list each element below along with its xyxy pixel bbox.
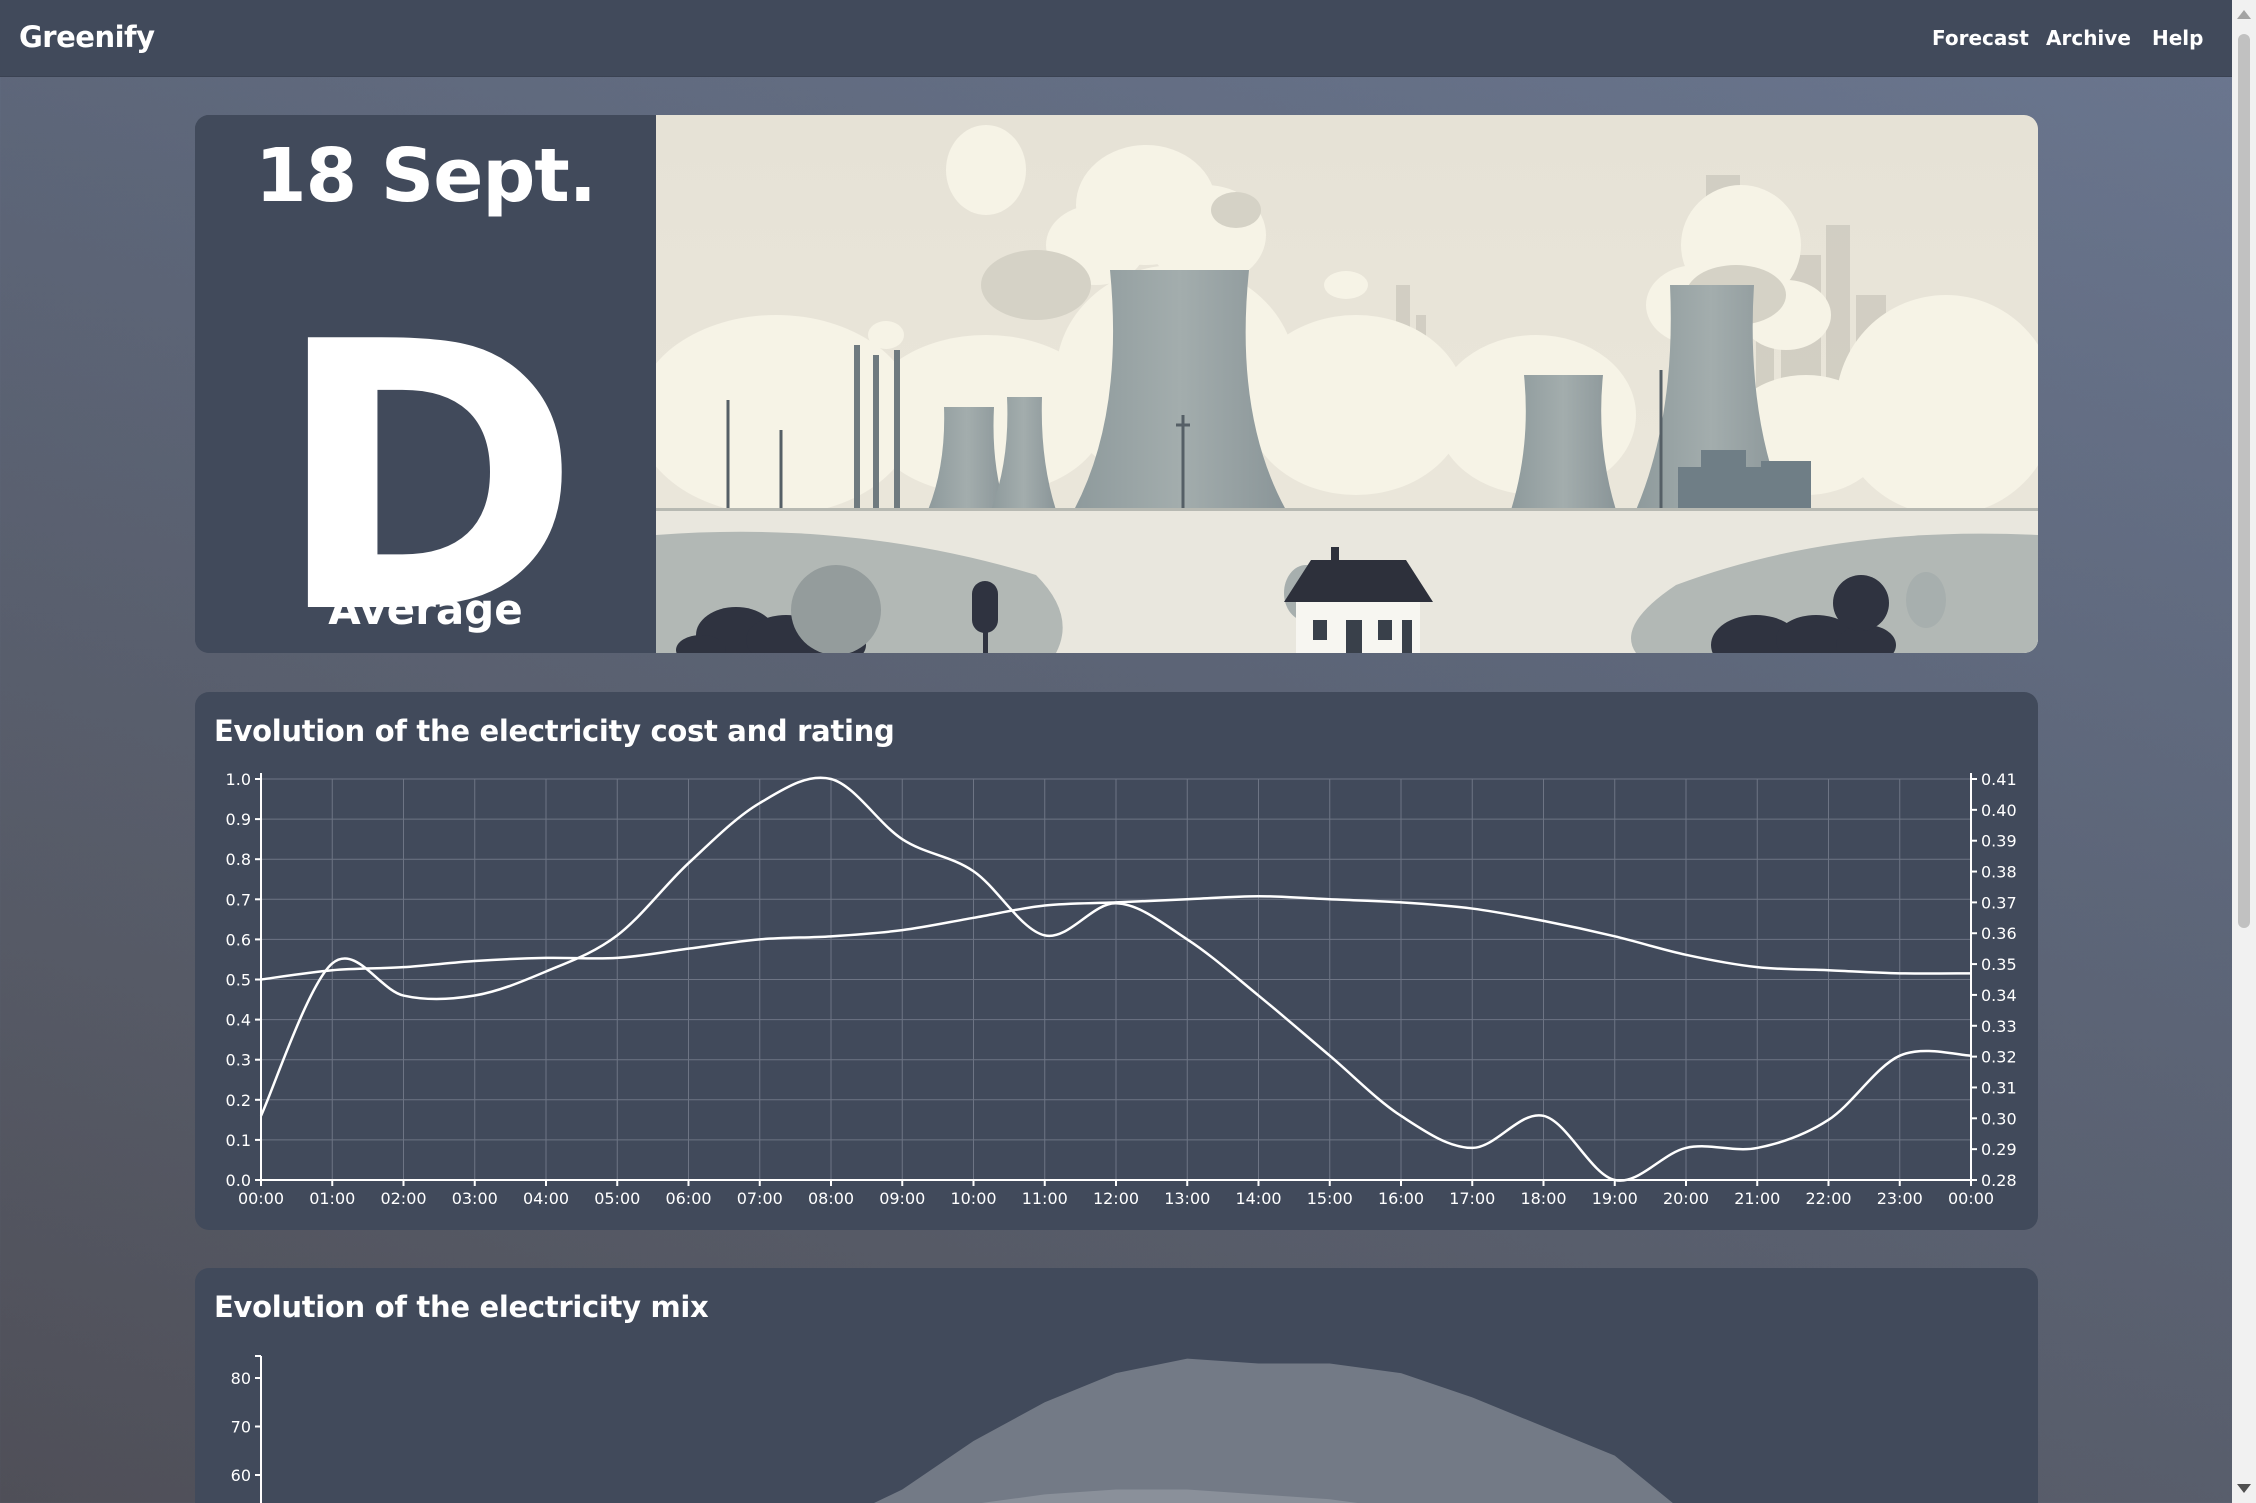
x-tick-label: 07:00: [737, 1189, 783, 1208]
x-tick-label: 00:00: [238, 1189, 284, 1208]
x-tick-label: 01:00: [309, 1189, 355, 1208]
y-right-tick-label: 0.36: [1981, 924, 2017, 943]
y-right-tick-label: 0.39: [1981, 832, 2017, 851]
y-left-tick-label: 0.2: [226, 1091, 251, 1110]
y-right-tick-label: 0.41: [1981, 770, 2017, 789]
cost-rating-line-chart: 0.0 0.1 0.2 0.3 0.4 0.5 0.6 0.7 0.8 0.9 1.0 0.28 0.2…: [226, 770, 2017, 1208]
y-left-tick-label: 0.1: [226, 1131, 251, 1150]
nav-link-archive[interactable]: Archive: [2046, 26, 2131, 50]
y-right-tick-label: 0.28: [1981, 1171, 2017, 1190]
x-tick-label: 13:00: [1164, 1189, 1210, 1208]
cost-rating-chart-card: Evolution of the electricity cost and ra…: [195, 692, 2038, 1230]
rating-label: Average: [328, 585, 523, 634]
y-right-tick-label: 0.40: [1981, 801, 2017, 820]
forecast-date: 18 Sept.: [255, 133, 597, 219]
y-right-tick-label: 0.35: [1981, 955, 2017, 974]
y-right-tick-label: 0.29: [1981, 1140, 2017, 1159]
cost-rating-chart-title: Evolution of the electricity cost and ra…: [214, 714, 895, 748]
mix-area-series: [981, 1489, 1358, 1503]
x-tick-label: 05:00: [594, 1189, 640, 1208]
rating-series-line: [259, 776, 1972, 1182]
x-tick-label: 18:00: [1520, 1189, 1566, 1208]
y-right-tick-label: 0.32: [1981, 1048, 2017, 1067]
brand-logo[interactable]: Greenify: [19, 20, 155, 54]
x-tick-label: 04:00: [523, 1189, 569, 1208]
y-right-tick-label: 0.37: [1981, 893, 2017, 912]
x-tick-label: 02:00: [380, 1189, 426, 1208]
x-tick-label: 15:00: [1307, 1189, 1353, 1208]
daily-rating-hero: 18 Sept. D Average: [195, 115, 2038, 653]
y-left-tick-label: 0.7: [226, 890, 251, 909]
y-left-tick-label: 0.5: [226, 971, 251, 990]
x-tick-label: 20:00: [1663, 1189, 1709, 1208]
x-tick-label: 03:00: [452, 1189, 498, 1208]
y-left-tick-label: 0.9: [226, 810, 251, 829]
x-tick-label: 10:00: [950, 1189, 996, 1208]
y-left-tick-label: 0.0: [226, 1171, 251, 1190]
x-tick-label: 16:00: [1378, 1189, 1424, 1208]
mix-y-tick-label: 60: [231, 1466, 251, 1485]
rating-grade: D: [273, 265, 581, 653]
nav-link-help[interactable]: Help: [2152, 26, 2204, 50]
y-right-tick-label: 0.33: [1981, 1017, 2017, 1036]
x-tick-label: 12:00: [1093, 1189, 1139, 1208]
x-tick-label: 06:00: [665, 1189, 711, 1208]
mix-y-tick-label: 80: [231, 1369, 251, 1388]
power-plant-illustration: [656, 115, 2038, 653]
electricity-mix-chart-title: Evolution of the electricity mix: [214, 1290, 709, 1324]
page-scrollbar[interactable]: [2232, 0, 2256, 1503]
x-tick-label: 09:00: [879, 1189, 925, 1208]
y-left-tick-label: 0.4: [226, 1011, 251, 1030]
x-tick-label: 23:00: [1877, 1189, 1923, 1208]
y-left-tick-label: 0.8: [226, 850, 251, 869]
x-tick-label: 19:00: [1592, 1189, 1638, 1208]
y-left-tick-label: 0.6: [226, 930, 251, 949]
x-tick-label: 00:00: [1948, 1189, 1994, 1208]
scroll-up-arrow-icon[interactable]: [2237, 10, 2251, 19]
x-tick-label: 22:00: [1805, 1189, 1851, 1208]
x-tick-label: 21:00: [1734, 1189, 1780, 1208]
electricity-mix-area-chart: 60 70 80: [231, 1355, 1673, 1503]
y-right-tick-label: 0.30: [1981, 1109, 2017, 1128]
scrollbar-thumb[interactable]: [2238, 34, 2250, 928]
y-right-tick-label: 0.38: [1981, 863, 2017, 882]
x-tick-label: 08:00: [808, 1189, 854, 1208]
x-tick-label: 17:00: [1449, 1189, 1495, 1208]
navbar: Greenify Forecast Archive Help: [0, 0, 2232, 77]
y-left-tick-label: 1.0: [226, 770, 251, 789]
electricity-mix-chart-card: Evolution of the electricity mix 60 70 80: [195, 1268, 2038, 1503]
scroll-down-arrow-icon[interactable]: [2237, 1484, 2251, 1493]
mix-area-series: [874, 1358, 1673, 1503]
y-left-tick-label: 0.3: [226, 1051, 251, 1070]
x-tick-label: 14:00: [1235, 1189, 1281, 1208]
mix-y-tick-label: 70: [231, 1418, 251, 1437]
rating-panel: 18 Sept. D Average: [195, 115, 656, 653]
x-tick-label: 11:00: [1022, 1189, 1068, 1208]
nav-link-forecast[interactable]: Forecast: [1932, 26, 2029, 50]
y-right-tick-label: 0.34: [1981, 986, 2017, 1005]
cost-series-line: [260, 894, 1972, 981]
y-right-tick-label: 0.31: [1981, 1078, 2017, 1097]
